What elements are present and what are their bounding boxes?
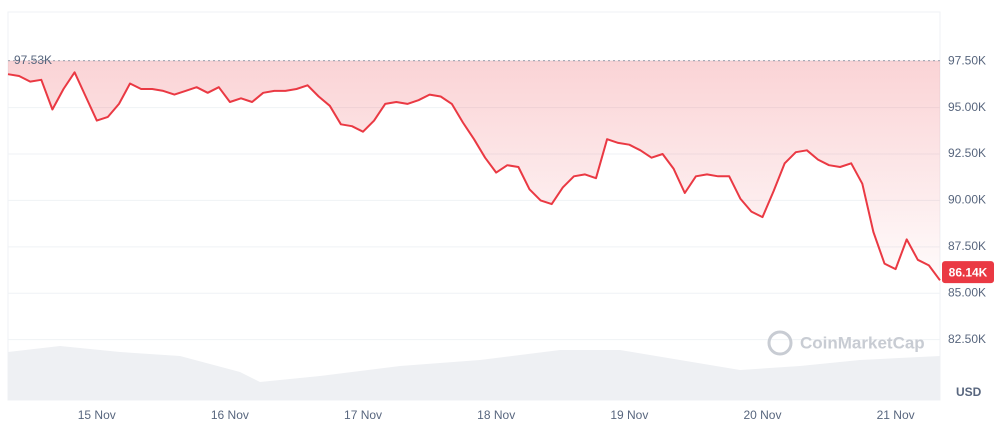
x-tick-label: 21 Nov — [877, 408, 915, 422]
y-tick-label: 97.50K — [948, 53, 986, 67]
x-tick-label: 20 Nov — [743, 408, 781, 422]
watermark: CoinMarketCap — [767, 330, 925, 356]
y-tick-label: 82.50K — [948, 332, 986, 346]
current-price-label: 86.14K — [949, 265, 988, 279]
y-tick-label: 92.50K — [948, 146, 986, 160]
start-price-label: 97.53K — [14, 53, 52, 67]
watermark-logo — [767, 330, 793, 356]
y-axis-label: USD — [956, 385, 982, 399]
x-tick-label: 15 Nov — [78, 408, 116, 422]
watermark-text: CoinMarketCap — [800, 333, 925, 352]
current-price-badge — [942, 261, 994, 284]
volume-area — [8, 346, 940, 400]
x-tick-label: 18 Nov — [477, 408, 515, 422]
x-tick-label: 16 Nov — [211, 408, 249, 422]
y-tick-label: 87.50K — [948, 239, 986, 253]
price-area — [8, 60, 940, 281]
y-tick-label: 90.00K — [948, 193, 986, 207]
y-tick-label: 85.00K — [948, 285, 986, 299]
x-tick-label: 19 Nov — [610, 408, 648, 422]
x-tick-label: 17 Nov — [344, 408, 382, 422]
y-tick-label: 95.00K — [948, 100, 986, 114]
price-line — [7, 71, 941, 281]
